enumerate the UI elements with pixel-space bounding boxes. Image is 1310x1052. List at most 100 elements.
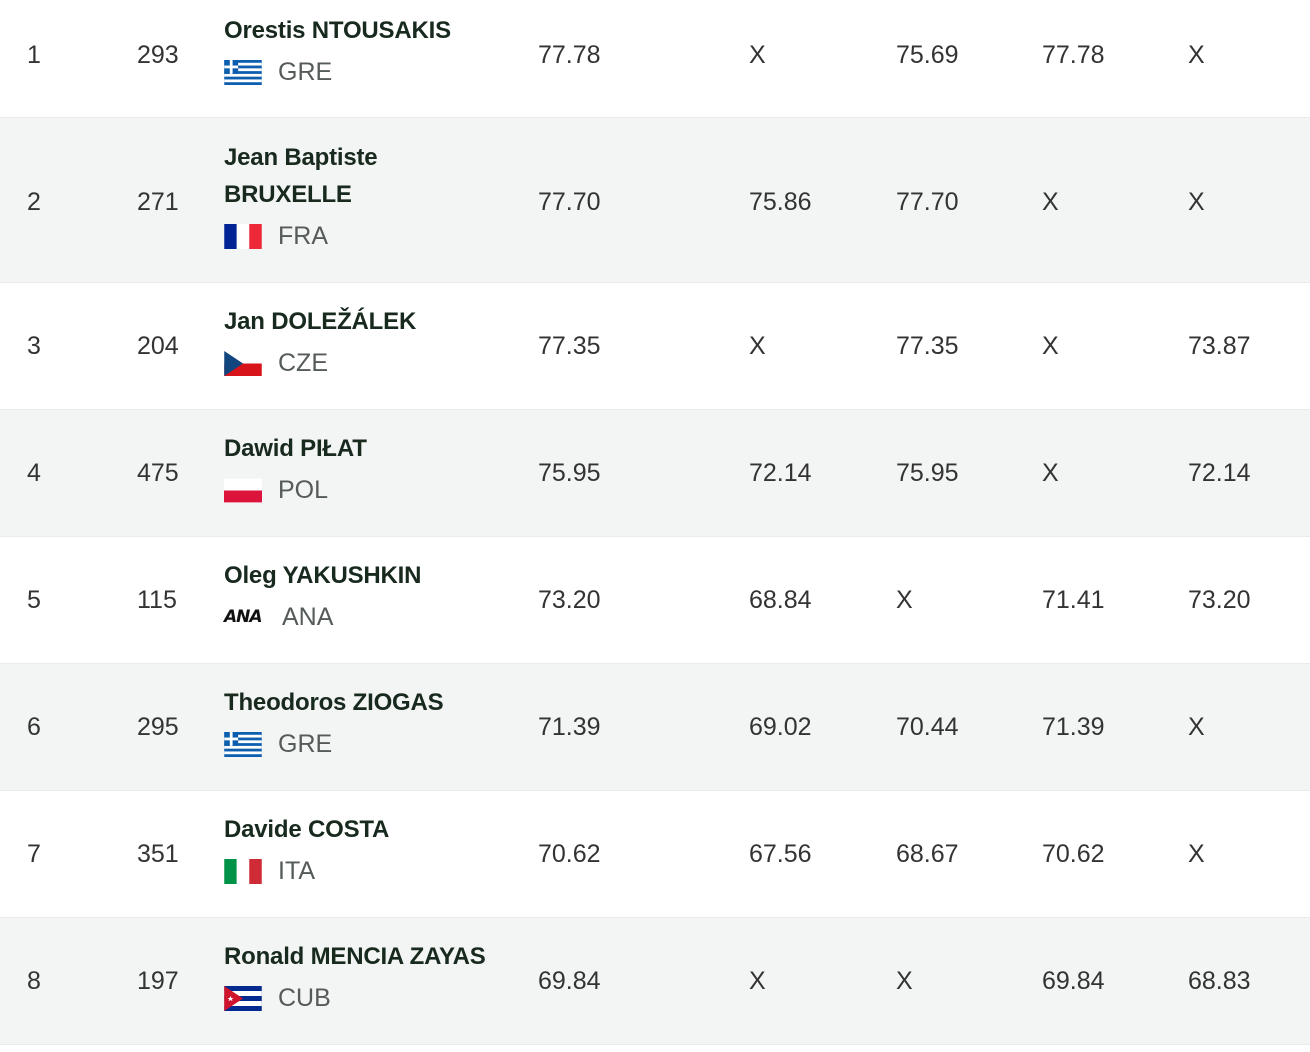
athlete-name-link[interactable]: Dawid PIŁAT [224,435,367,462]
country: GRE [224,57,514,87]
attempt-1-cell: 75.86 [749,188,812,216]
athlete-name-line: Jean Baptiste [224,144,378,171]
table-row: 1 293 Orestis NTOUSAKIS GRE 77.78 X 75.6… [0,0,1310,118]
country-code: GRE [278,729,333,758]
best-mark-cell: 69.84 [538,967,601,995]
attempt-4-cell: 73.20 [1188,586,1251,614]
bib-cell: 475 [137,459,179,487]
table-row: 4 475 Dawid PIŁAT POL 75.95 72.14 75.95 … [0,410,1310,537]
attempt-4-cell: 68.83 [1188,967,1251,995]
attempt-2-cell: 70.44 [896,713,959,741]
athlete-name-link[interactable]: Theodoros ZIOGAS [224,689,444,716]
rank-cell: 2 [27,188,41,216]
rank-cell: 8 [27,967,41,995]
country: CZE [224,348,514,378]
attempt-1-cell: X [749,332,766,360]
best-mark-cell: 71.39 [538,713,601,741]
athlete-name-link[interactable]: Orestis NTOUSAKIS [224,17,451,44]
rank-cell: 6 [27,713,41,741]
country-code: CZE [278,348,328,377]
attempt-3-cell: X [1042,459,1059,487]
athlete-cell: Oleg YAKUSHKIN ANA ANA [224,557,514,632]
best-mark-cell: 77.70 [538,188,601,216]
athlete-name-link[interactable]: Jan DOLEŽÁLEK [224,308,417,335]
country-code: CUB [278,983,331,1012]
bib-cell: 351 [137,840,179,868]
attempt-2-cell: 77.35 [896,332,959,360]
attempt-4-cell: X [1188,713,1205,741]
attempt-2-cell: X [896,967,913,995]
attempt-2-cell: 75.95 [896,459,959,487]
attempt-3-cell: 69.84 [1042,967,1105,995]
poland-flag-icon [224,478,262,503]
greece-flag-icon [224,731,262,757]
greece-flag-icon [224,59,262,85]
bib-cell: 293 [137,41,179,69]
czech-flag-icon [224,350,262,376]
bib-cell: 271 [137,188,179,216]
attempt-3-cell: X [1042,332,1059,360]
athlete-cell: Dawid PIŁAT POL [224,430,514,505]
athlete-cell: Jean Baptiste BRUXELLE FRA [224,139,514,251]
attempt-3-cell: 71.39 [1042,713,1105,741]
attempt-4-cell: 73.87 [1188,332,1251,360]
best-mark-cell: 70.62 [538,840,601,868]
best-mark-cell: 77.78 [538,41,601,69]
athlete-name-link[interactable]: Ronald MENCIA ZAYAS [224,943,486,970]
athlete-cell: Theodoros ZIOGAS GRE [224,684,514,759]
athlete-name-link[interactable]: Jean Baptiste BRUXELLE [224,139,514,213]
italy-flag-icon [224,858,262,884]
cuba-flag-icon [224,985,262,1011]
bib-cell: 197 [137,967,179,995]
country: FRA [224,221,514,251]
bib-cell: 115 [137,586,177,614]
table-row: 5 115 Oleg YAKUSHKIN ANA ANA 73.20 68.84… [0,537,1310,664]
attempt-2-cell: X [896,586,913,614]
attempt-4-cell: X [1188,840,1205,868]
attempt-1-cell: 69.02 [749,713,812,741]
attempt-4-cell: X [1188,188,1205,216]
rank-cell: 3 [27,332,41,360]
country-code: GRE [278,57,333,86]
attempt-2-cell: 68.67 [896,840,959,868]
attempt-4-cell: 72.14 [1188,459,1251,487]
table-row: 3 204 Jan DOLEŽÁLEK CZE 77.35 X 77.35 X … [0,283,1310,410]
attempt-1-cell: X [749,41,766,69]
best-mark-cell: 75.95 [538,459,601,487]
table-row: 2 271 Jean Baptiste BRUXELLE FRA 77.70 7… [0,118,1310,283]
france-flag-icon [224,223,262,249]
athlete-name-link[interactable]: Oleg YAKUSHKIN [224,562,422,589]
attempt-1-cell: 72.14 [749,459,812,487]
athlete-cell: Davide COSTA ITA [224,811,514,886]
attempt-1-cell: 67.56 [749,840,812,868]
attempt-3-cell: X [1042,188,1059,216]
country: GRE [224,729,514,759]
rank-cell: 1 [27,41,41,69]
attempt-4-cell: X [1188,41,1205,69]
athlete-name-line: BRUXELLE [224,181,352,208]
attempt-1-cell: 68.84 [749,586,812,614]
athlete-name-link[interactable]: Davide COSTA [224,816,390,843]
attempt-1-cell: X [749,967,766,995]
attempt-3-cell: 77.78 [1042,41,1105,69]
athlete-cell: Jan DOLEŽÁLEK CZE [224,303,514,378]
rank-cell: 4 [27,459,41,487]
best-mark-cell: 73.20 [538,586,601,614]
attempt-3-cell: 71.41 [1042,586,1105,614]
rank-cell: 7 [27,840,41,868]
attempt-2-cell: 75.69 [896,41,959,69]
country: POL [224,475,514,505]
country: CUB [224,983,514,1013]
attempt-3-cell: 70.62 [1042,840,1105,868]
best-mark-cell: 77.35 [538,332,601,360]
ana-logo-icon: ANA [224,606,263,627]
country-code: ANA [282,602,334,631]
table-row: 7 351 Davide COSTA ITA 70.62 67.56 68.67… [0,791,1310,918]
table-row: 6 295 Theodoros ZIOGAS GRE 71.39 69.02 7… [0,664,1310,791]
rank-cell: 5 [27,586,41,614]
bib-cell: 204 [137,332,179,360]
attempt-2-cell: 77.70 [896,188,959,216]
country-code: POL [278,475,329,504]
country: ITA [224,856,514,886]
